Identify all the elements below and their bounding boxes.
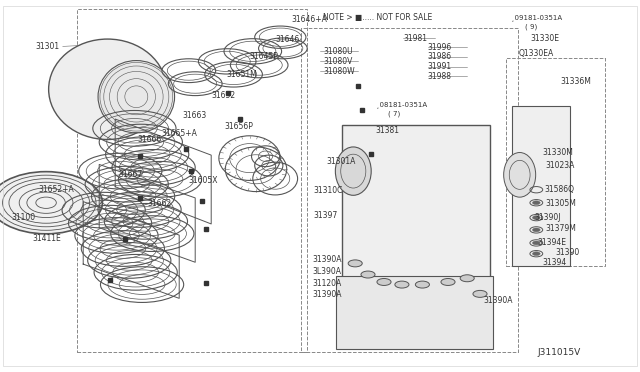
Ellipse shape [348, 260, 362, 267]
Ellipse shape [532, 201, 540, 205]
Ellipse shape [532, 216, 540, 219]
Ellipse shape [98, 61, 175, 133]
Ellipse shape [335, 147, 371, 195]
Text: 31301A: 31301A [326, 157, 356, 166]
Text: 31330M: 31330M [543, 148, 573, 157]
Text: 31397: 31397 [314, 211, 338, 220]
Ellipse shape [460, 275, 474, 282]
Bar [301, 28, 518, 352]
Text: 31336M: 31336M [560, 77, 591, 86]
Bar [512, 106, 570, 266]
Ellipse shape [377, 279, 391, 285]
Text: 31120A: 31120A [312, 279, 342, 288]
Text: ¸08181-0351A: ¸08181-0351A [376, 102, 428, 108]
Text: 31330E: 31330E [530, 34, 559, 43]
Text: 31662: 31662 [147, 199, 172, 208]
Text: ( 9): ( 9) [525, 23, 537, 30]
Text: 31301: 31301 [35, 42, 60, 51]
Text: 31652: 31652 [211, 92, 236, 100]
Text: 31996: 31996 [428, 43, 452, 52]
Text: 31305M: 31305M [545, 199, 576, 208]
Text: 31666: 31666 [138, 135, 162, 144]
Text: NOTE > ■..... NOT FOR SALE: NOTE > ■..... NOT FOR SALE [323, 13, 433, 22]
Ellipse shape [532, 228, 540, 232]
Text: 31663: 31663 [182, 111, 207, 120]
Text: 31390A: 31390A [312, 291, 342, 299]
Text: 31390A: 31390A [484, 296, 513, 305]
Ellipse shape [0, 171, 102, 234]
Text: 31988: 31988 [428, 72, 452, 81]
Text: 31023A: 31023A [545, 161, 575, 170]
Text: 31981: 31981 [403, 34, 428, 43]
Text: 31986: 31986 [428, 52, 452, 61]
Text: Q1330EA: Q1330EA [518, 49, 554, 58]
Text: 31080V: 31080V [323, 57, 353, 66]
Ellipse shape [473, 291, 487, 297]
Ellipse shape [49, 39, 166, 140]
Bar [336, 276, 493, 349]
Text: 31651M: 31651M [226, 70, 257, 79]
Ellipse shape [504, 153, 536, 197]
Text: 31665+A: 31665+A [161, 129, 197, 138]
Ellipse shape [395, 281, 409, 288]
Bar [77, 9, 307, 352]
Text: 31646: 31646 [275, 35, 300, 44]
Text: 31991: 31991 [428, 62, 452, 71]
Text: 3L390A: 3L390A [312, 267, 341, 276]
Text: 31394E: 31394E [538, 238, 566, 247]
Text: 31390A: 31390A [312, 255, 342, 264]
Ellipse shape [361, 271, 375, 278]
Ellipse shape [441, 279, 455, 285]
Text: 31381: 31381 [375, 126, 399, 135]
Text: 31656P: 31656P [224, 122, 253, 131]
Bar [506, 58, 605, 266]
Text: 31652+A: 31652+A [38, 185, 74, 194]
Text: 31394: 31394 [543, 258, 567, 267]
Text: 31605X: 31605X [189, 176, 218, 185]
Text: 31646+A: 31646+A [291, 15, 327, 24]
Text: 31310C: 31310C [314, 186, 343, 195]
Ellipse shape [532, 241, 540, 245]
Text: 31100: 31100 [12, 213, 36, 222]
Ellipse shape [532, 252, 540, 256]
Text: 31667: 31667 [118, 170, 143, 179]
Text: 31080U: 31080U [323, 47, 353, 56]
Text: 31080W: 31080W [323, 67, 355, 76]
Text: 31379M: 31379M [545, 224, 576, 233]
Ellipse shape [415, 281, 429, 288]
Text: J311015V: J311015V [538, 348, 581, 357]
Text: 31390J: 31390J [534, 213, 561, 222]
Text: 31645P: 31645P [250, 52, 278, 61]
Bar [342, 125, 490, 285]
Text: ¸09181-0351A: ¸09181-0351A [511, 14, 562, 21]
Text: 31390: 31390 [556, 248, 580, 257]
Text: 31411E: 31411E [32, 234, 61, 243]
Text: ( 7): ( 7) [388, 110, 401, 117]
Text: 31586Q: 31586Q [544, 185, 574, 194]
